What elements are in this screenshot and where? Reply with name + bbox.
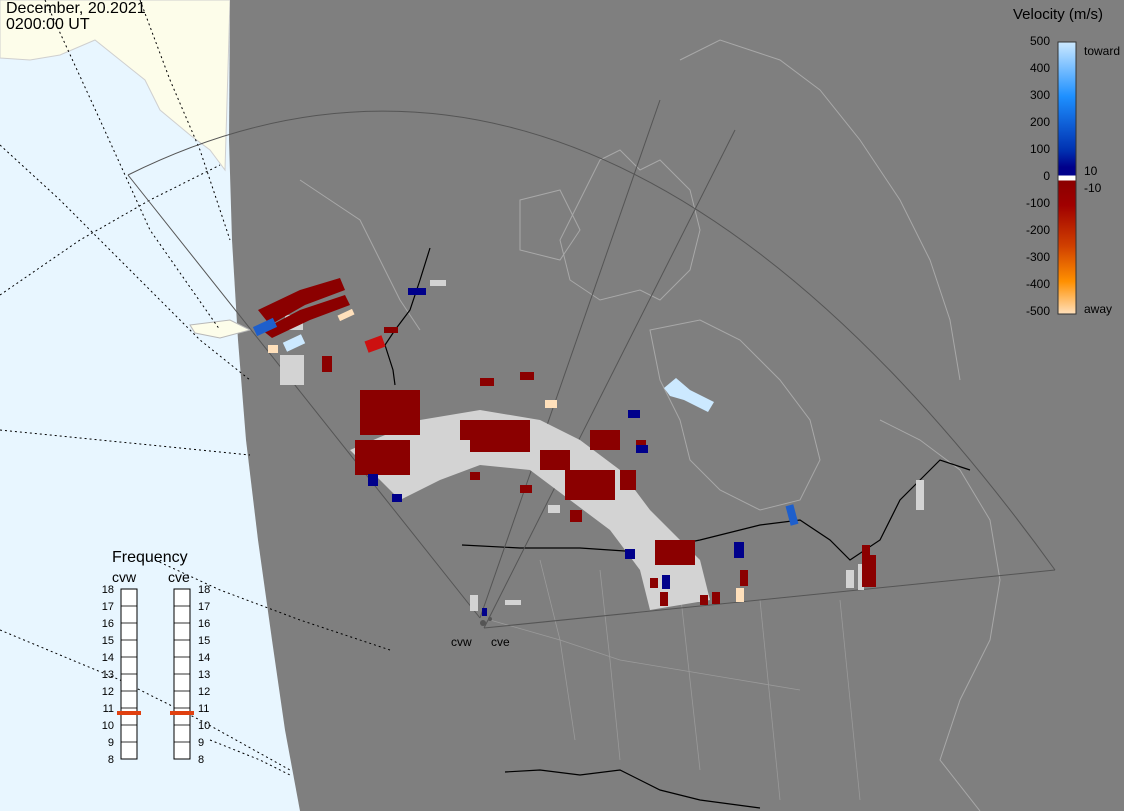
- threshold-label-negative: -10: [1084, 181, 1102, 195]
- toward-velocity-light-cells: [282, 334, 714, 412]
- frequency-tick-left: 18: [101, 584, 114, 596]
- frequency-tick-left: 11: [102, 703, 114, 715]
- toward-label: toward: [1084, 44, 1121, 58]
- toward-velocity-dark-cells: [368, 288, 744, 616]
- threshold-label-positive: 10: [1084, 164, 1098, 178]
- grid-lines: [0, 0, 391, 776]
- radar-sites: [480, 617, 492, 626]
- toward-velocity-mid-cells: [252, 317, 799, 526]
- site-label-cvw: cvw: [451, 635, 472, 649]
- away-label: away: [1084, 302, 1113, 316]
- away-velocity-cells: [258, 278, 876, 606]
- frequency-tick-right: 13: [198, 669, 211, 681]
- colorbar-tick-label: -200: [1025, 223, 1050, 237]
- site-label-cve: cve: [491, 635, 510, 649]
- frequency-tick-right: 18: [198, 584, 211, 596]
- political-borders: [489, 559, 861, 801]
- frequency-tick-left: 14: [101, 652, 114, 664]
- frequency-tick-right: 17: [198, 601, 211, 613]
- frequency-title: Frequency: [112, 549, 188, 566]
- frequency-markers: [117, 711, 194, 715]
- colorbar-tick-label: 400: [1029, 61, 1050, 75]
- colorbar-tick-label: 500: [1029, 34, 1050, 48]
- velocity-colorbar: [1057, 41, 1077, 315]
- colorbar-tick-label: 0: [1043, 169, 1050, 183]
- day-side-land: [0, 0, 231, 172]
- night-side: [229, 0, 1124, 811]
- date-label: December, 20.2021: [6, 0, 146, 17]
- frequency-radar-label-cvw: cvw: [112, 569, 137, 585]
- frequency-tick-right: 9: [198, 737, 205, 749]
- colorbar-tick-label: -500: [1025, 304, 1050, 318]
- frequency-radar-label-cve: cve: [168, 569, 190, 585]
- colorbar-tick-label: 200: [1029, 115, 1050, 129]
- frequency-tick-right: 14: [198, 652, 211, 664]
- time-label: 0200:00 UT: [6, 16, 90, 33]
- radar-fov: [127, 99, 1056, 629]
- frequency-tick-right: 8: [198, 754, 205, 766]
- colorbar-title: Velocity (m/s): [1013, 6, 1104, 23]
- colorbar-tick-label: 100: [1029, 142, 1050, 156]
- frequency-tick-right: 16: [198, 618, 211, 630]
- frequency-gridlines: [121, 605, 190, 760]
- frequency-tick-left: 10: [101, 720, 114, 732]
- away-velocity-light-cells: [268, 308, 744, 602]
- colorbar-tick-label: -300: [1025, 250, 1050, 264]
- frequency-marker-cvw: [117, 711, 141, 715]
- frequency-tick-left: 13: [101, 669, 114, 681]
- frequency-tick-left: 16: [101, 618, 114, 630]
- frequency-tick-right: 15: [198, 635, 211, 647]
- coastlines: [189, 39, 1001, 811]
- frequency-tick-right: 10: [198, 720, 211, 732]
- colorbar-tick-label: -400: [1025, 277, 1050, 291]
- frequency-tick-left: 15: [101, 635, 114, 647]
- frequency-tick-left: 9: [107, 737, 114, 749]
- frequency-tick-right: 11: [198, 703, 210, 715]
- away-velocity-mid-cells: [364, 335, 386, 353]
- colorbar-tick-label: -100: [1025, 196, 1050, 210]
- frequency-tick-right: 12: [198, 686, 211, 698]
- frequency-tick-left: 8: [107, 754, 114, 766]
- frequency-marker-cve: [170, 711, 194, 715]
- colorbar-tick-label: 300: [1029, 88, 1050, 102]
- frequency-tick-left: 17: [101, 601, 114, 613]
- frequency-tick-left: 12: [101, 686, 114, 698]
